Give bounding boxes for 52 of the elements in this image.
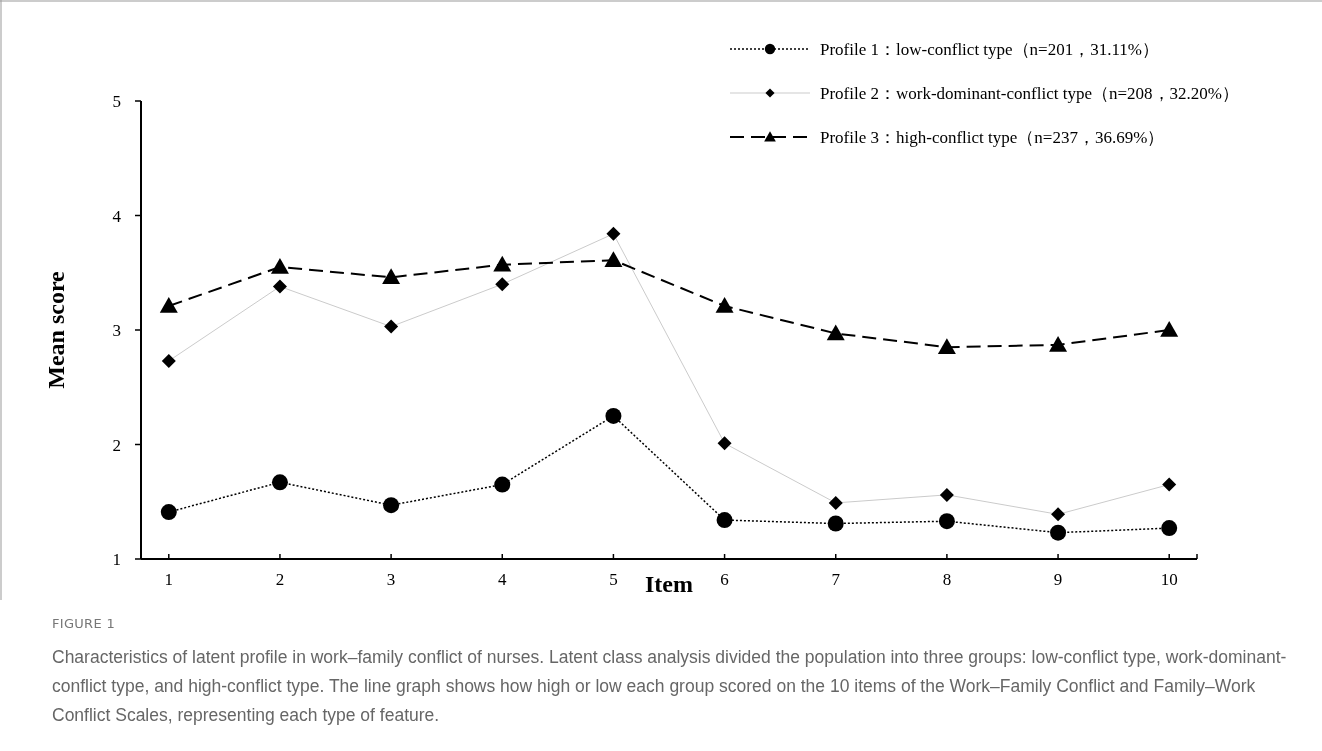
point	[160, 504, 177, 521]
point	[271, 474, 288, 491]
point	[938, 513, 955, 530]
y-tick-label: 2	[112, 435, 121, 455]
x-tick-label: 9	[1053, 570, 1063, 589]
point	[605, 407, 622, 424]
x-tick-label: 6	[720, 570, 729, 589]
point	[717, 436, 732, 451]
point	[1051, 507, 1066, 522]
point	[716, 512, 733, 529]
legend-label: Profile 1：low-conflict type（n=201，31.11%）	[820, 40, 1159, 59]
point	[493, 255, 512, 272]
point	[604, 251, 623, 267]
point	[937, 338, 956, 354]
y-tick-label: 5	[112, 92, 121, 111]
point	[161, 353, 176, 368]
x-axis-title: Item	[645, 571, 693, 597]
point	[383, 497, 400, 514]
point	[939, 487, 954, 502]
point	[826, 324, 845, 341]
point	[494, 476, 511, 493]
x-tick-label: 8	[942, 570, 952, 589]
point	[159, 296, 178, 313]
x-tick-label: 1	[164, 570, 174, 589]
x-tick-label: 3	[386, 570, 396, 589]
point	[1160, 321, 1179, 337]
legend-label: Profile 2：work-dominant-conflict type（n=208，32.20%）	[820, 84, 1239, 103]
point	[1162, 477, 1177, 492]
y-tick-label: 4	[112, 206, 122, 226]
x-tick-label: 4	[498, 570, 508, 589]
x-tick-label: 2	[275, 570, 285, 589]
x-tick-label: 5	[609, 570, 618, 589]
x-tick-label: 10	[1160, 570, 1178, 589]
point	[382, 268, 401, 285]
caption: FIGURE 1	[52, 616, 115, 631]
point	[384, 319, 399, 334]
point	[715, 296, 734, 313]
point	[272, 279, 287, 294]
point	[828, 495, 843, 510]
point	[606, 226, 621, 241]
text: Characteristics of latent profile in work–family conflict of nurses. Latent class analysis divided the population into three groups: low-conflict type, work-dominant-conflict type, and high-conflict type. The line graph shows how high or low each group scored on the 10 items of the Work–Family Conflict and Family–Work Conflict Scales, representing each type of feature.	[52, 646, 1288, 727]
y-tick-label: 1	[112, 550, 121, 569]
y-axis-title: Mean score	[43, 270, 69, 389]
point	[1050, 524, 1067, 541]
point	[1161, 520, 1178, 537]
point	[270, 258, 289, 274]
point	[495, 277, 510, 292]
y-tick-label: 3	[112, 321, 121, 340]
legend-label: Profile 3：high-conflict type（n=237，36.69%）	[820, 128, 1165, 147]
x-tick-label: 7	[831, 570, 841, 589]
point	[827, 515, 844, 532]
point	[1049, 335, 1068, 352]
